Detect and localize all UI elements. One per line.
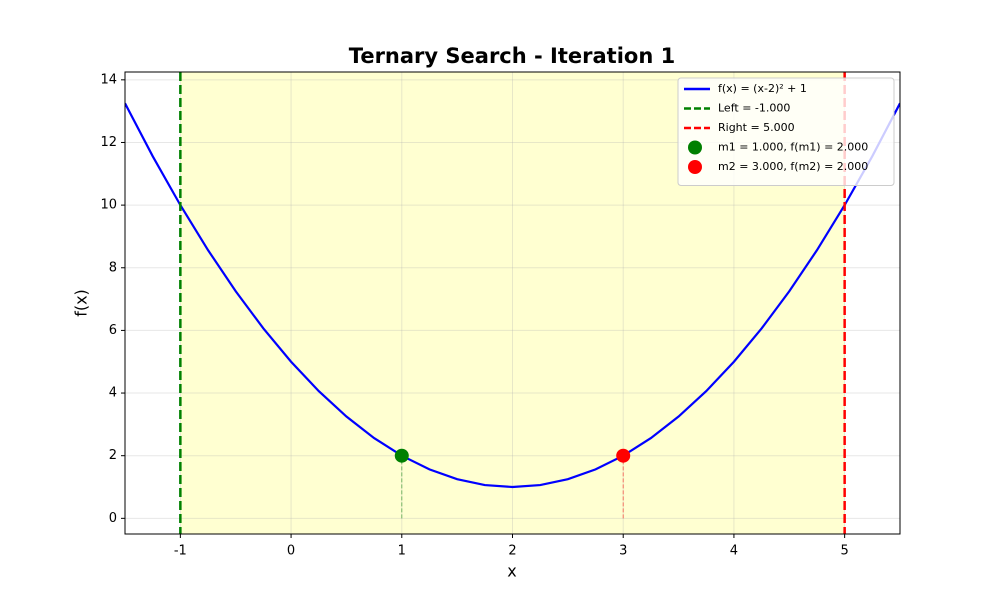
- y-tick-label: 4: [109, 386, 117, 401]
- plot-frame: [124, 71, 901, 535]
- legend: f(x) = (x-2)² + 1 Left = -1.000 Right = 5.…: [677, 77, 895, 186]
- legend-label: Left = -1.000: [718, 102, 790, 115]
- x-tick-label: 2: [508, 544, 516, 559]
- y-tick-label: 2: [109, 448, 117, 463]
- point: [394, 448, 409, 463]
- y-tick-label: 14: [100, 72, 117, 87]
- x-tick-label: 4: [730, 544, 738, 559]
- legend-marker: [688, 160, 702, 174]
- x-tick-label: 3: [619, 544, 627, 559]
- y-tick-label: 6: [109, 323, 117, 338]
- legend-label: f(x) = (x-2)² + 1: [718, 82, 807, 95]
- x-axis-label: x: [507, 562, 516, 581]
- legend-label: Right = 5.000: [718, 121, 795, 134]
- y-tick-label: 12: [100, 135, 117, 150]
- legend-label: m2 = 3.000, f(m2) = 2.000: [718, 160, 868, 173]
- point: [616, 448, 631, 463]
- y-axis-label: f(x): [72, 289, 91, 317]
- y-tick-label: 0: [109, 511, 117, 526]
- legend-box: [677, 77, 895, 186]
- legend-marker: [688, 140, 702, 155]
- chart-title: Ternary Search - Iteration 1: [349, 44, 675, 68]
- x-tick-label: 0: [287, 544, 295, 559]
- y-tick-label: 8: [109, 260, 117, 275]
- curve: [125, 102, 900, 489]
- x-tick-label: 5: [841, 544, 849, 559]
- y-tick-label: 10: [100, 198, 117, 213]
- x-tick-label: 1: [398, 544, 406, 559]
- legend-label: m1 = 1.000, f(m1) = 2.000: [718, 141, 868, 154]
- x-tick-label: -1: [174, 544, 187, 559]
